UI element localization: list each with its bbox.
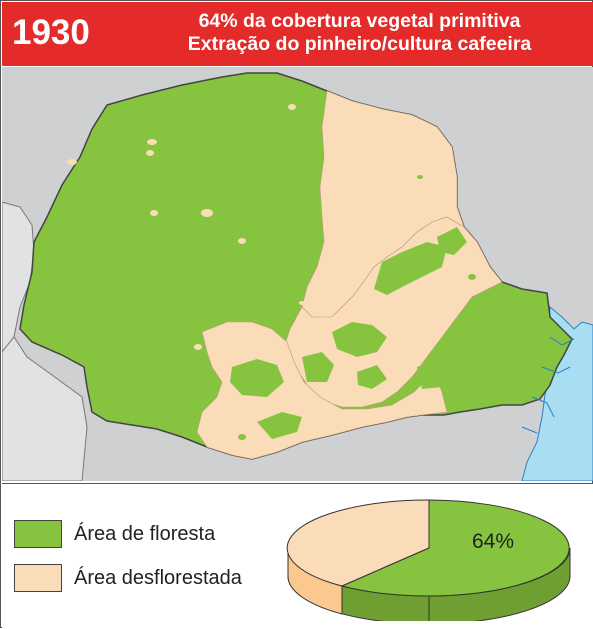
forest-spots xyxy=(238,175,531,440)
forest-patch-9 xyxy=(357,365,387,389)
forest-patch-1 xyxy=(374,242,447,295)
deforested-swatch xyxy=(14,564,62,592)
forest-patch-8 xyxy=(437,227,467,255)
forest-swatch xyxy=(14,520,62,548)
year-label: 1930 xyxy=(12,13,90,52)
title-line-1: 64% da cobertura vegetal primitiva xyxy=(198,10,521,32)
deforested-spots xyxy=(67,104,365,350)
forest-patch-2 xyxy=(332,322,387,357)
coast-estuary xyxy=(521,336,575,434)
forest-patch-5 xyxy=(417,359,447,389)
title-line-2: Extração do pinheiro/cultura cafeeira xyxy=(187,33,532,55)
pie-slice-deforested xyxy=(286,499,430,587)
header-bar: 1930 64% da cobertura vegetal primitiva … xyxy=(2,2,593,66)
map-area xyxy=(2,67,593,481)
forest-label: Área de floresta xyxy=(74,523,216,545)
forest-patch-6 xyxy=(457,317,487,347)
map-title: 64% da cobertura vegetal primitiva Extra… xyxy=(132,10,587,56)
legend: Área de floresta Área desflorestada 64% xyxy=(2,483,593,629)
forest-patch-4 xyxy=(302,352,334,382)
parana-map xyxy=(2,72,593,481)
pie-chart: 64% xyxy=(286,499,571,621)
forest-patch-7 xyxy=(257,412,302,439)
forest-patch-3 xyxy=(230,359,284,397)
deforested-label: Área desflorestada xyxy=(74,567,242,589)
pie-slice-forest xyxy=(340,499,570,597)
neighbor-country-south xyxy=(2,336,88,481)
pie-percent-label: 64% xyxy=(472,530,514,553)
